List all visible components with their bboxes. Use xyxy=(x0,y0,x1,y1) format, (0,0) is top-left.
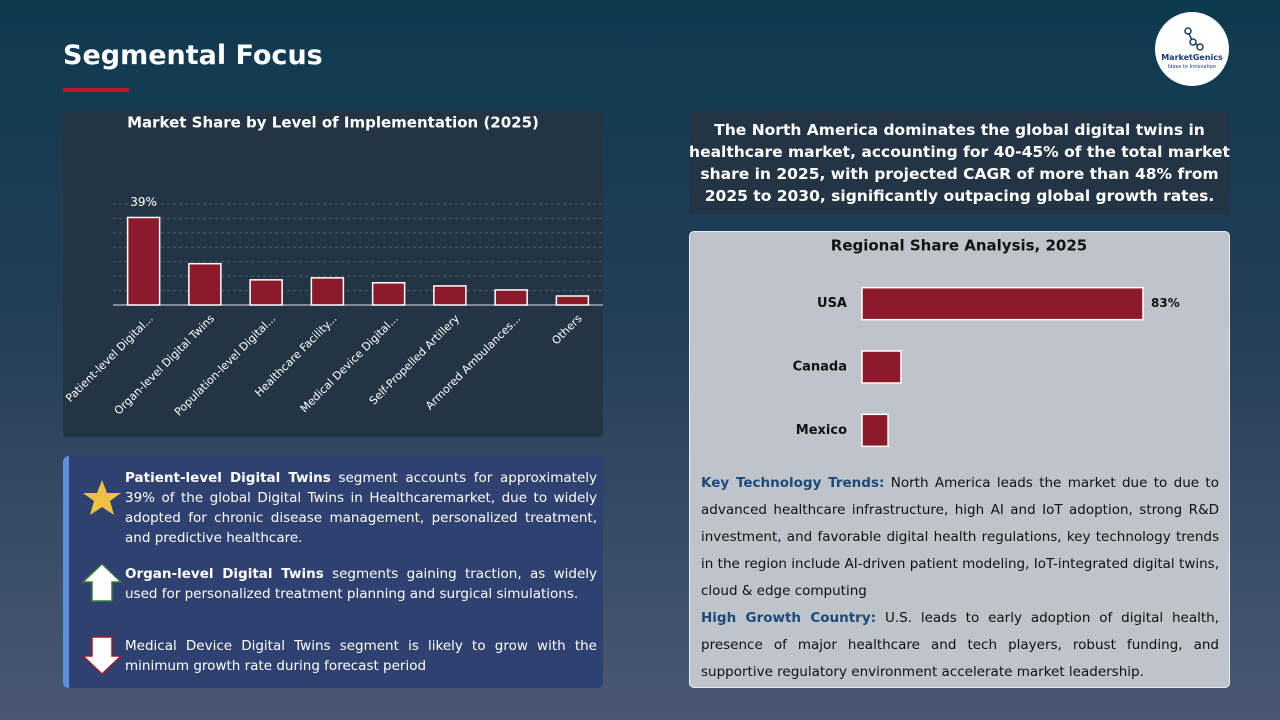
insight: Medical Device Digital Twins segment is … xyxy=(125,636,597,676)
insight: Organ-level Digital Twins segments gaini… xyxy=(125,564,597,604)
trend-text: North America leads the market due to du… xyxy=(701,475,1219,599)
title-underline xyxy=(63,88,129,92)
x-tick-label: Organ-level Digital Twins xyxy=(112,312,218,418)
trend-text: U.S. leads to early adoption of digital … xyxy=(701,610,1220,680)
insight-icons xyxy=(81,480,123,676)
x-tick-label: Medical Device Digital... xyxy=(298,312,401,415)
trends: Key Technology Trends: North America lea… xyxy=(701,470,1219,686)
hbar-chart: Regional Share Analysis, 2025 USA 83% Cana… xyxy=(793,237,1180,462)
insights-panel: Patient-level Digital Twins segment acco… xyxy=(63,456,603,688)
bar xyxy=(555,295,590,306)
insight: Patient-level Digital Twins segment acco… xyxy=(125,468,597,548)
insight-text: Medical Device Digital Twins segment is … xyxy=(125,638,597,674)
insight-text: segments gaining traction, as widely use… xyxy=(125,566,598,602)
trend: Key Technology Trends: North America lea… xyxy=(701,470,1219,605)
chart-title: Market Share by Level of Implementation … xyxy=(127,114,539,132)
bar xyxy=(188,262,222,306)
bar xyxy=(861,286,1144,321)
trend-label: High Growth Country: xyxy=(701,610,877,626)
callout: The North America dominates the global d… xyxy=(689,111,1230,214)
callout-text: The North America dominates the global d… xyxy=(689,120,1230,205)
insight-text: segment accounts for approximately 39% o… xyxy=(125,470,598,546)
slide-title: Segmental Focus xyxy=(63,40,323,71)
chart-panel: Market Share by Level of Implementation … xyxy=(63,111,603,437)
star-icon xyxy=(83,480,121,515)
value-label: 83% xyxy=(1151,296,1180,310)
logo-tagline: Ideas to Innovation xyxy=(1167,64,1217,70)
chart-title: Regional Share Analysis, 2025 xyxy=(831,237,1087,255)
logo-icon xyxy=(1184,27,1204,51)
logo-name: MarketGenics xyxy=(1161,53,1223,62)
bar xyxy=(249,279,283,306)
insight-bold: Patient-level Digital Twins xyxy=(125,470,331,486)
regional-panel: Regional Share Analysis, 2025 USA 83% Cana… xyxy=(689,231,1230,688)
bar-chart: Market Share by Level of Implementation … xyxy=(63,114,603,419)
y-tick-label: Canada xyxy=(793,360,847,375)
y-tick-label: USA xyxy=(817,296,847,311)
bar xyxy=(126,216,161,306)
up-arrow-icon xyxy=(81,562,123,602)
trend: High Growth Country: U.S. leads to early… xyxy=(701,605,1219,686)
down-arrow-icon xyxy=(81,636,123,676)
bar xyxy=(310,277,345,306)
bar xyxy=(861,350,902,384)
logo: MarketGenics Ideas to Innovation xyxy=(1155,12,1229,86)
trend-label: Key Technology Trends: xyxy=(701,475,885,491)
bar xyxy=(371,282,406,306)
bar xyxy=(861,413,889,448)
bar xyxy=(433,285,467,306)
y-tick-label: Mexico xyxy=(796,423,847,438)
x-tick-label: Others xyxy=(549,312,585,348)
bar xyxy=(494,289,528,306)
insight-bold: Organ-level Digital Twins xyxy=(125,566,324,582)
value-label: 39% xyxy=(130,195,157,209)
x-tick-label: Population-level Digital... xyxy=(172,312,278,418)
